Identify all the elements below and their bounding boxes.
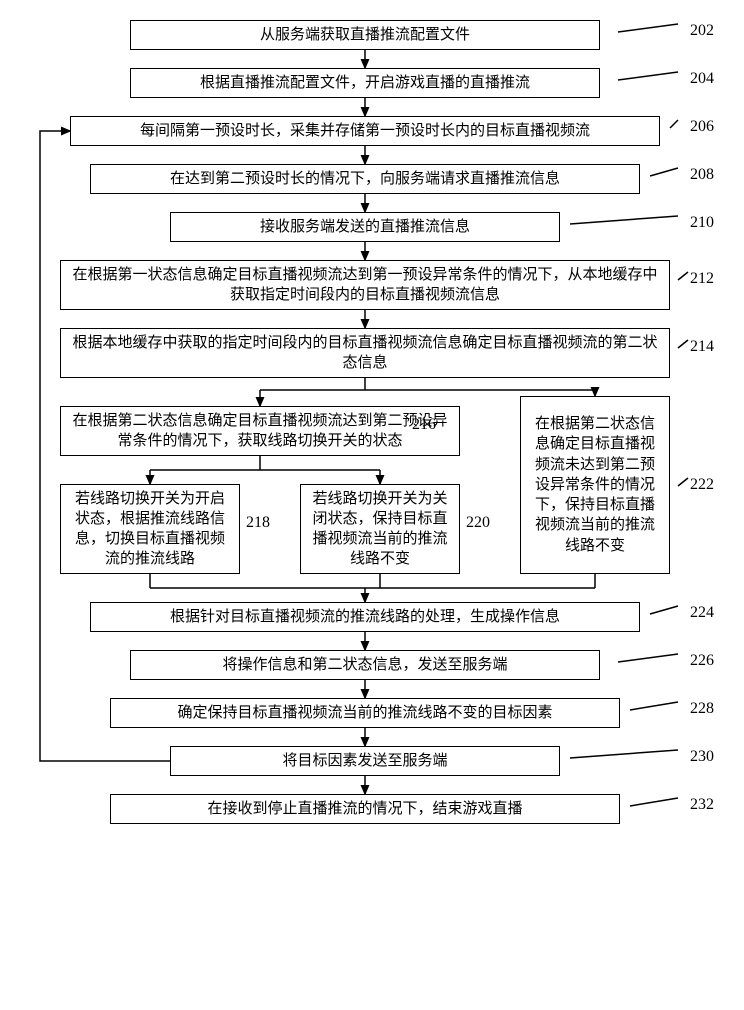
flow-node-label: 212 bbox=[690, 270, 714, 288]
flow-node-n216: 在根据第二状态信息确定目标直播视频流达到第二预设异常条件的情况下，获取线路切换开… bbox=[60, 406, 460, 456]
flow-node-label: 222 bbox=[690, 476, 714, 494]
flow-node-label: 218 bbox=[246, 514, 270, 532]
flow-node-text: 若线路切换开关为开启状态，根据推流线路信息，切换目标直播视频流的推流线路 bbox=[69, 489, 231, 570]
flow-node-text: 将目标因素发送至服务端 bbox=[282, 751, 447, 771]
flowchart-diagram: 从服务端获取直播推流配置文件 202 根据直播推流配置文件，开启游戏直播的直播推流 2… bbox=[10, 20, 734, 990]
flow-node-n226: 将操作信息和第二状态信息，发送至服务端 bbox=[130, 650, 600, 680]
flow-node-n224: 根据针对目标直播视频流的推流线路的处理，生成操作信息 bbox=[90, 602, 640, 632]
flow-node-text: 若线路切换开关为关闭状态，保持目标直播视频流当前的推流线路不变 bbox=[309, 489, 451, 570]
flow-node-text: 确定保持目标直播视频流当前的推流线路不变的目标因素 bbox=[177, 703, 552, 723]
flow-node-label: 202 bbox=[690, 22, 714, 40]
flow-node-text: 将操作信息和第二状态信息，发送至服务端 bbox=[222, 655, 507, 675]
flow-node-n206: 每间隔第一预设时长，采集并存储第一预设时长内的目标直播视频流 bbox=[70, 116, 660, 146]
flow-node-text: 在根据第二状态信息确定目标直播视频流达到第二预设异常条件的情况下，获取线路切换开… bbox=[69, 411, 451, 452]
flow-node-n202: 从服务端获取直播推流配置文件 bbox=[130, 20, 600, 50]
flow-node-label: 206 bbox=[690, 118, 714, 136]
flow-node-label: 228 bbox=[690, 700, 714, 718]
flow-node-label: 210 bbox=[690, 214, 714, 232]
flow-node-label: 226 bbox=[690, 652, 714, 670]
flow-node-label: 220 bbox=[466, 514, 490, 532]
flow-node-n230: 将目标因素发送至服务端 bbox=[170, 746, 560, 776]
flow-node-text: 在根据第一状态信息确定目标直播视频流达到第一预设异常条件的情况下，从本地缓存中获… bbox=[69, 265, 661, 306]
flow-node-text: 接收服务端发送的直播推流信息 bbox=[260, 217, 470, 237]
flow-node-label: 224 bbox=[690, 604, 714, 622]
flow-node-text: 每间隔第一预设时长，采集并存储第一预设时长内的目标直播视频流 bbox=[140, 121, 590, 141]
flow-node-n212: 在根据第一状态信息确定目标直播视频流达到第一预设异常条件的情况下，从本地缓存中获… bbox=[60, 260, 670, 310]
flow-node-label: 232 bbox=[690, 796, 714, 814]
flow-node-n222: 在根据第二状态信息确定目标直播视频流未达到第二预设异常条件的情况下，保持目标直播… bbox=[520, 396, 670, 574]
flow-node-label: 214 bbox=[690, 338, 714, 356]
flow-node-text: 从服务端获取直播推流配置文件 bbox=[260, 25, 470, 45]
flow-node-n208: 在达到第二预设时长的情况下，向服务端请求直播推流信息 bbox=[90, 164, 640, 194]
flow-node-text: 在接收到停止直播推流的情况下，结束游戏直播 bbox=[207, 799, 522, 819]
flow-node-n204: 根据直播推流配置文件，开启游戏直播的直播推流 bbox=[130, 68, 600, 98]
flow-node-text: 根据本地缓存中获取的指定时间段内的目标直播视频流信息确定目标直播视频流的第二状态… bbox=[69, 333, 661, 374]
flow-node-text: 根据直播推流配置文件，开启游戏直播的直播推流 bbox=[200, 73, 530, 93]
flow-node-text: 在达到第二预设时长的情况下，向服务端请求直播推流信息 bbox=[170, 169, 560, 189]
flow-node-label: 204 bbox=[690, 70, 714, 88]
flow-node-label: 230 bbox=[690, 748, 714, 766]
flow-node-label: 216 bbox=[412, 416, 436, 434]
flow-node-text: 根据针对目标直播视频流的推流线路的处理，生成操作信息 bbox=[170, 607, 560, 627]
flow-node-n232: 在接收到停止直播推流的情况下，结束游戏直播 bbox=[110, 794, 620, 824]
flow-node-n228: 确定保持目标直播视频流当前的推流线路不变的目标因素 bbox=[110, 698, 620, 728]
flow-node-n220: 若线路切换开关为关闭状态，保持目标直播视频流当前的推流线路不变 bbox=[300, 484, 460, 574]
flow-node-n214: 根据本地缓存中获取的指定时间段内的目标直播视频流信息确定目标直播视频流的第二状态… bbox=[60, 328, 670, 378]
flow-node-text: 在根据第二状态信息确定目标直播视频流未达到第二预设异常条件的情况下，保持目标直播… bbox=[529, 414, 661, 556]
flow-node-label: 208 bbox=[690, 166, 714, 184]
flow-node-n218: 若线路切换开关为开启状态，根据推流线路信息，切换目标直播视频流的推流线路 bbox=[60, 484, 240, 574]
flow-node-n210: 接收服务端发送的直播推流信息 bbox=[170, 212, 560, 242]
